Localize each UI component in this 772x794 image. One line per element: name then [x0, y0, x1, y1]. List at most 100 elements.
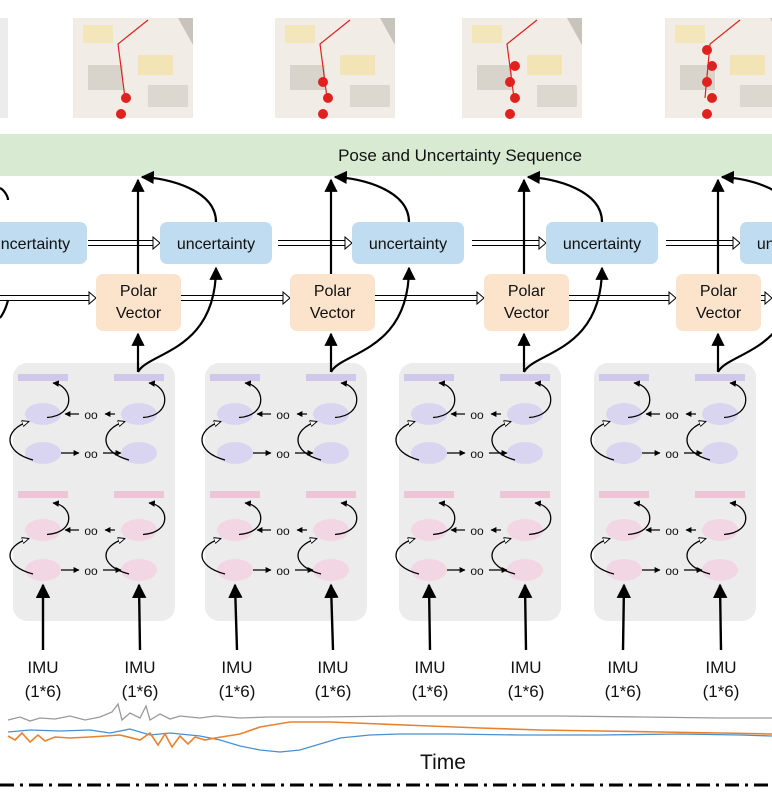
polar-vector-bg [290, 274, 375, 331]
imu-input-arrow [518, 583, 533, 651]
imu-shape-label: (1*6) [219, 682, 256, 701]
map-building [88, 65, 123, 90]
recurrent-loop-arrow [201, 539, 226, 575]
layer-bar-lower [210, 491, 260, 498]
uncertainty-box-bg [0, 222, 87, 264]
trajectory-point [702, 109, 712, 119]
recurrent-loop-arrow [590, 422, 615, 461]
lstm-cell-lower [507, 519, 543, 541]
polar-vector-label-line2: Vector [116, 305, 162, 322]
recurrent-skip-arrow [142, 500, 166, 536]
imu-input: IMU (1*6) [122, 583, 159, 701]
polar-vector-box: Polar Vector [290, 274, 375, 331]
sequence-ellipsis: oo [276, 564, 290, 578]
uncertainty-box-bg [352, 222, 464, 264]
map-room [138, 55, 173, 75]
sequence-ellipsis: oo [470, 524, 484, 538]
imu-input-arrow [228, 583, 243, 651]
recurrent-skip-arrow [238, 500, 262, 536]
uncertainty-flow-arrow-head [344, 235, 353, 251]
polar-vector-label-line2: Vector [310, 305, 356, 322]
lstm-panel-bg [205, 363, 367, 621]
trajectory-point [707, 93, 717, 103]
edge-curve [0, 299, 10, 319]
lstm-cell-upper [313, 403, 349, 425]
recurrent-skip-arrow [528, 380, 552, 419]
imu-input: IMU (1*6) [219, 583, 256, 701]
lstm-to-uncertainty-arrow [137, 266, 223, 373]
layer-bar-upper [114, 374, 164, 381]
trajectory-point [318, 77, 328, 87]
uncertainty-box: uncertainty [740, 222, 772, 264]
recurrent-loop-arrow [297, 422, 322, 461]
map-block [380, 18, 395, 45]
polar-flow-arrow-head [476, 290, 485, 306]
lstm-cell-lower [217, 519, 253, 541]
imu-label: IMU [124, 658, 155, 677]
imu-shape-label: (1*6) [25, 682, 62, 701]
layer-bar-lower [500, 491, 550, 498]
polar-vector-bg [96, 274, 181, 331]
time-axis-label: Time [420, 751, 466, 774]
sequence-ellipsis: oo [470, 408, 484, 422]
lstm-cell-lower [411, 519, 447, 541]
lstm-cell-upper [25, 403, 61, 425]
imu-input: IMU (1*6) [25, 583, 62, 701]
layer-bar-upper [404, 374, 454, 381]
recurrent-skip-arrow [46, 500, 70, 536]
uncertainty-box-bg [740, 222, 772, 264]
polar-flow-arrow-head [88, 290, 97, 306]
lstm-cell-upper [606, 442, 642, 464]
lstm-cell-upper [411, 442, 447, 464]
lstm-cell-upper [606, 403, 642, 425]
map-room [675, 25, 705, 43]
recurrent-skip-arrow [334, 380, 358, 419]
lstm-cell-lower [411, 559, 447, 581]
sequence-ellipsis: oo [276, 524, 290, 538]
imu-input-arrow [324, 583, 339, 651]
map-building [537, 85, 577, 107]
sequence-ellipsis: oo [84, 447, 98, 461]
map-building [740, 85, 772, 107]
imu-shape-label: (1*6) [122, 682, 159, 701]
recurrent-loop-arrow [590, 539, 615, 575]
recurrent-loop-arrow [9, 539, 34, 575]
lstm-cell-upper [411, 403, 447, 425]
lstm-panel: oo oo oo oo [201, 363, 367, 621]
trajectory-point [505, 77, 515, 87]
lstm-cell-lower [507, 559, 543, 581]
lstm-cell-upper [121, 403, 157, 425]
recurrent-skip-arrow [334, 500, 358, 536]
map-building [148, 85, 188, 107]
map-thumbnail [275, 18, 395, 119]
uncertainty-box: uncertainty [546, 222, 658, 264]
trajectory-point [121, 93, 131, 103]
layer-bar-upper [18, 374, 68, 381]
recurrent-skip-arrow [46, 380, 70, 419]
uncertainty-box: uncertainty [160, 222, 272, 264]
imu-inputs: IMU (1*6) IMU (1*6) IMU (1*6) IMU (1*6) IMU (1*6)… [25, 583, 739, 701]
map-thumbnail-edge [0, 18, 8, 118]
lstm-cell-lower [702, 519, 738, 541]
lstm-cell-lower [606, 559, 642, 581]
trajectory-path [117, 19, 149, 99]
signal-gray-line [7, 702, 772, 722]
lstm-cell-lower [121, 559, 157, 581]
lstm-cell-upper [217, 442, 253, 464]
signal-orange-line [7, 721, 772, 749]
uncertainty-box-bg [546, 222, 658, 264]
lstm-panel-bg [594, 363, 756, 621]
layer-bar-lower [18, 491, 68, 498]
lstm-cell-upper [25, 442, 61, 464]
polar-vector-label-line2: Vector [504, 305, 550, 322]
sequence-ellipsis: oo [84, 524, 98, 538]
pose-uncertainty-banner [0, 134, 772, 176]
lstm-cell-upper [507, 403, 543, 425]
lstm-cell-lower [606, 519, 642, 541]
sequence-ellipsis: oo [470, 564, 484, 578]
recurrent-loop-arrow [491, 422, 516, 461]
lstm-cell-lower [25, 559, 61, 581]
lstm-cell-upper [217, 403, 253, 425]
trajectory-point [510, 93, 520, 103]
map-room [730, 55, 765, 75]
